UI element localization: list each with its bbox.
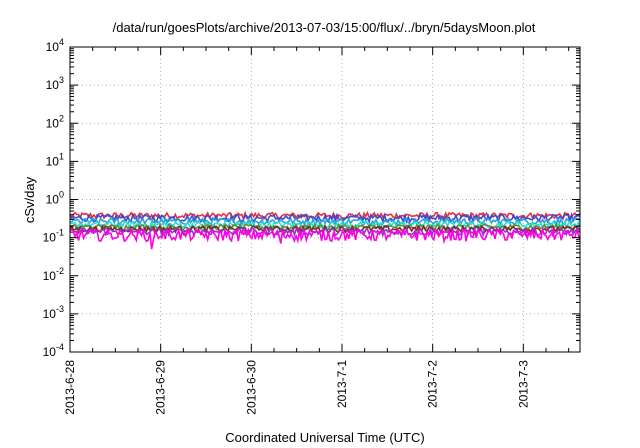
x-tick-label: 2013-6-30 xyxy=(244,360,258,415)
y-axis-label: cSv/day xyxy=(22,176,37,223)
y-tick-label: 10-2 xyxy=(43,266,64,283)
x-tick-label: 2013-6-29 xyxy=(154,360,168,415)
y-tick-label: 101 xyxy=(46,151,64,168)
grid xyxy=(70,47,580,352)
x-axis: 2013-6-28 2013-6-29 2013-6-30 2013-7-1 2013-… xyxy=(63,47,570,415)
chart-title: /data/run/goesPlots/archive/2013-07-03/1… xyxy=(113,20,536,35)
series-line xyxy=(69,226,581,250)
y-tick-label: 10-1 xyxy=(43,228,64,245)
y-tick-label: 10-4 xyxy=(43,342,64,359)
x-tick-label: 2013-6-28 xyxy=(63,360,77,415)
y-tick-label: 100 xyxy=(46,190,64,207)
series-group xyxy=(69,210,581,250)
series-line xyxy=(69,216,581,227)
x-tick-label: 2013-7-2 xyxy=(426,360,440,408)
x-axis-label: Coordinated Universal Time (UTC) xyxy=(225,430,424,445)
y-tick-label: 10-3 xyxy=(43,304,64,321)
y-tick-label: 102 xyxy=(46,113,64,130)
series-line xyxy=(69,224,581,235)
x-tick-label: 2013-7-1 xyxy=(335,360,349,408)
series-line xyxy=(69,211,581,225)
x-tick-label: 2013-7-3 xyxy=(516,360,530,408)
y-tick-label: 103 xyxy=(46,75,64,92)
y-tick-label: 104 xyxy=(46,37,64,54)
y-axis: 10-4 10-3 10-2 10-1 100 101 102 103 104 xyxy=(43,37,580,359)
